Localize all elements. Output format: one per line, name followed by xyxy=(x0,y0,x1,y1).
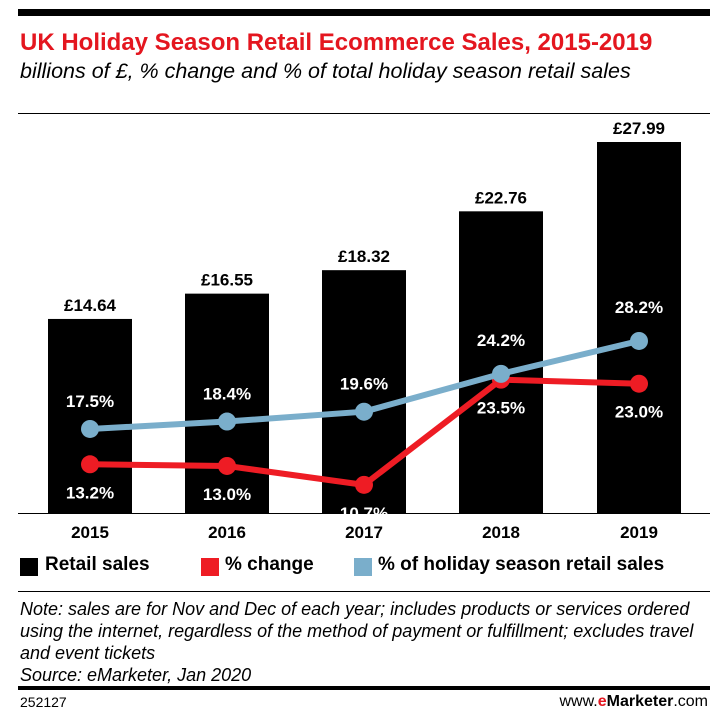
percent-holiday-point-2019 xyxy=(630,331,648,350)
percent-holiday-point-2016 xyxy=(218,412,236,431)
percent-holiday-label-2015: 17.5% xyxy=(66,392,114,411)
legend-item-percent-holiday: % of holiday season retail sales xyxy=(354,554,664,576)
percent-holiday-label-2017: 19.6% xyxy=(340,375,388,394)
percent-holiday-point-2018 xyxy=(492,364,510,383)
subtitle-rule xyxy=(18,113,710,114)
bar-label-2017: £18.32 xyxy=(338,247,390,266)
footnote: Note: sales are for Nov and Dec of each … xyxy=(20,598,710,686)
chart-id: 252127 xyxy=(20,694,67,710)
brand-name: Marketer xyxy=(606,693,674,710)
bar-label-2018: £22.76 xyxy=(475,188,527,207)
percent-holiday-point-2017 xyxy=(355,402,373,421)
bar-2018 xyxy=(459,211,543,513)
x-tick-label-2016: 2016 xyxy=(208,523,246,542)
bar-2017 xyxy=(322,270,406,513)
brand-prefix: www. xyxy=(559,693,598,710)
legend-label-percent-holiday: % of holiday season retail sales xyxy=(378,554,665,575)
percent-holiday-label-2018: 24.2% xyxy=(477,331,525,350)
x-tick-label-2017: 2017 xyxy=(345,523,383,542)
bottom-rule xyxy=(18,686,710,690)
legend-item-retail-sales: Retail sales xyxy=(20,554,150,576)
x-tick-label-2015: 2015 xyxy=(71,523,109,542)
percent-change-label-2018: 23.5% xyxy=(477,399,525,418)
top-rule xyxy=(18,9,710,16)
chart-title: UK Holiday Season Retail Ecommerce Sales… xyxy=(20,29,653,56)
legend-label-percent-change: % change xyxy=(225,554,314,575)
source-text: Source: eMarketer, Jan 2020 xyxy=(20,665,252,685)
legend-label-retail-sales: Retail sales xyxy=(45,554,150,575)
percent-holiday-label-2019: 28.2% xyxy=(615,298,663,317)
note-rule xyxy=(18,591,710,592)
percent-holiday-label-2016: 18.4% xyxy=(203,385,251,404)
legend-swatch-percent-change xyxy=(201,558,219,576)
bar-2016 xyxy=(185,293,269,513)
note-text: Note: sales are for Nov and Dec of each … xyxy=(20,599,694,663)
brand-suffix: .com xyxy=(673,693,708,710)
bar-label-2015: £14.64 xyxy=(64,296,117,315)
percent-holiday-point-2015 xyxy=(81,419,99,438)
x-tick-label-2019: 2019 xyxy=(620,523,658,542)
legend-item-percent-change: % change xyxy=(201,554,314,576)
percent-change-point-2015 xyxy=(81,455,99,474)
percent-change-label-2017: 10.7% xyxy=(340,504,388,523)
bar-2015 xyxy=(48,318,132,513)
legend-swatch-percent-holiday xyxy=(354,558,372,576)
percent-change-point-2016 xyxy=(218,456,236,475)
percent-change-label-2015: 13.2% xyxy=(66,483,114,502)
percent-change-label-2019: 23.0% xyxy=(615,403,663,422)
percent-change-label-2016: 13.0% xyxy=(203,485,251,504)
percent-change-point-2017 xyxy=(355,475,373,494)
bar-2019 xyxy=(597,142,681,513)
bar-label-2019: £27.99 xyxy=(613,119,665,138)
bar-label-2016: £16.55 xyxy=(201,271,253,290)
brand-logo: www.eMarketer.com xyxy=(559,693,708,711)
percent-change-point-2019 xyxy=(630,374,648,393)
x-tick-label-2018: 2018 xyxy=(482,523,520,542)
chart-subtitle: billions of £, % change and % of total h… xyxy=(20,59,631,83)
brand-accent: e xyxy=(597,693,607,710)
legend-swatch-retail-sales xyxy=(20,558,38,576)
